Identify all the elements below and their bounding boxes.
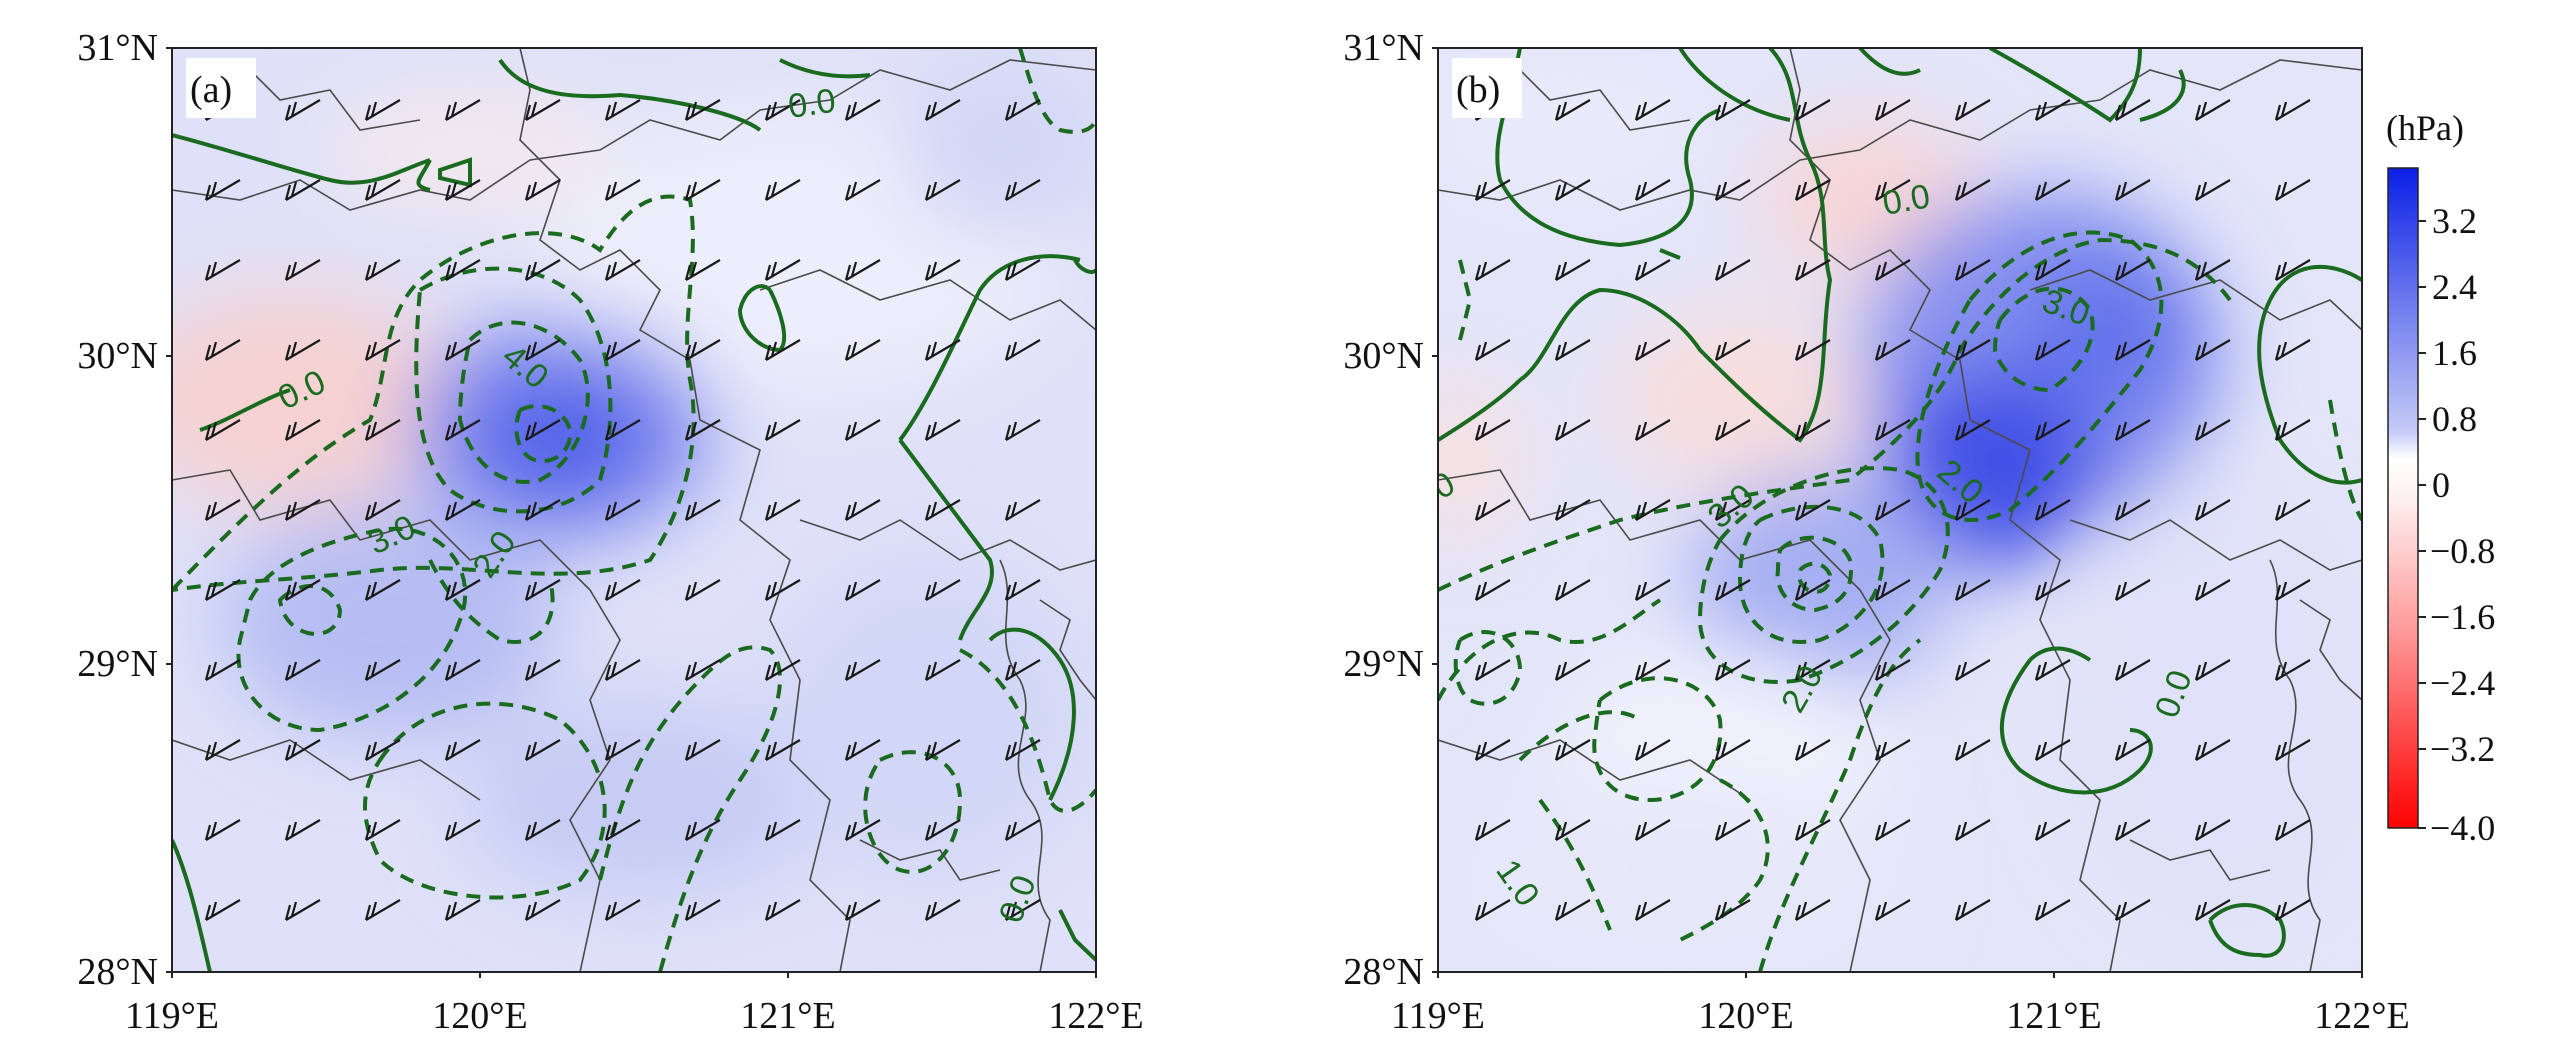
- y-tick-label: 28°N: [1343, 951, 1424, 993]
- panel-a-map: 0.0 0.0 0.0 3.0 2.0 4.0 (a): [172, 48, 1096, 972]
- colorbar-unit: (hPa): [2386, 108, 2464, 148]
- panel-b-label: (b): [1456, 69, 1500, 111]
- x-tick-label: 120°E: [1698, 995, 1793, 1037]
- panel-b-y-ticks: 31°N 30°N 29°N 28°N: [1343, 27, 1438, 993]
- colorbar-tick-label: −0.8: [2430, 531, 2495, 571]
- y-tick-label: 29°N: [1343, 643, 1424, 685]
- panel-a-x-ticks: 119°E 120°E 121°E 122°E: [125, 972, 1144, 1037]
- panel-a: 0.0 0.0 0.0 3.0 2.0 4.0 (a) 31°N 30°N 29…: [77, 27, 1143, 1037]
- panel-a-label: (a): [190, 69, 232, 111]
- colorbar-tick-label: 0: [2432, 465, 2450, 505]
- x-tick-label: 120°E: [432, 995, 527, 1037]
- panel-b: 0.0 3.0 2.0 3.0 2.0 1.0 0 0.0 (b) 31°N 3…: [1343, 27, 2409, 1037]
- y-tick-label: 30°N: [77, 335, 158, 377]
- panel-a-frame: [171, 47, 1097, 973]
- colorbar-tick-label: −4.0: [2430, 808, 2495, 848]
- panel-b-label-box: [1452, 58, 1522, 118]
- panel-a-shading: [172, 60, 1096, 900]
- y-tick-label: 28°N: [77, 951, 158, 993]
- colorbar-tick-label: 3.2: [2432, 201, 2477, 241]
- panel-a-y-ticks: 31°N 30°N 29°N 28°N: [77, 27, 172, 993]
- panel-b-frame: [1437, 47, 2363, 973]
- colorbar-tick-label: 0.8: [2432, 399, 2477, 439]
- y-tick-label: 31°N: [77, 27, 158, 69]
- colorbar-tick-label: −2.4: [2430, 663, 2495, 703]
- panel-a-dashed-contours: [172, 48, 1096, 972]
- colorbar-tick-label: −3.2: [2430, 729, 2495, 769]
- contour-label: 0.0: [786, 82, 838, 126]
- panel-b-dashed-contours: [1438, 230, 2362, 972]
- contour-label: 0.0: [1880, 177, 1933, 223]
- panel-b-x-ticks: 119°E 120°E 121°E 122°E: [1391, 972, 2410, 1037]
- panel-a-contours: [172, 58, 1096, 972]
- colorbar-gradient: [2387, 167, 2419, 829]
- panel-b-contours: [1438, 48, 2362, 958]
- panel-a-boundaries: [172, 48, 1096, 972]
- x-tick-label: 119°E: [125, 995, 219, 1037]
- panel-b-map: 0.0 3.0 2.0 3.0 2.0 1.0 0 0.0 (b): [1438, 48, 2362, 972]
- x-tick-label: 121°E: [2006, 995, 2101, 1037]
- panel-a-label-box: [186, 58, 256, 118]
- panel-b-shading: [1438, 50, 2362, 972]
- colorbar-tick-label: −1.6: [2430, 597, 2495, 637]
- colorbar-tick-label: 2.4: [2432, 267, 2477, 307]
- colorbar-tick-label: 1.6: [2432, 333, 2477, 373]
- x-tick-label: 119°E: [1391, 995, 1485, 1037]
- y-tick-label: 31°N: [1343, 27, 1424, 69]
- colorbar-ticks: 3.2 2.4 1.6 0.8 0 −0.8 −1.6 −2.4 −3.2 −4…: [2418, 201, 2495, 848]
- y-tick-label: 30°N: [1343, 335, 1424, 377]
- y-tick-label: 29°N: [77, 643, 158, 685]
- x-tick-label: 122°E: [1048, 995, 1143, 1037]
- x-tick-label: 122°E: [2314, 995, 2409, 1037]
- colorbar: (hPa) 3.2 2.4 1.6 0.8 0 −0.8 −1.6 −2.4 −…: [2386, 108, 2495, 848]
- x-tick-label: 121°E: [740, 995, 835, 1037]
